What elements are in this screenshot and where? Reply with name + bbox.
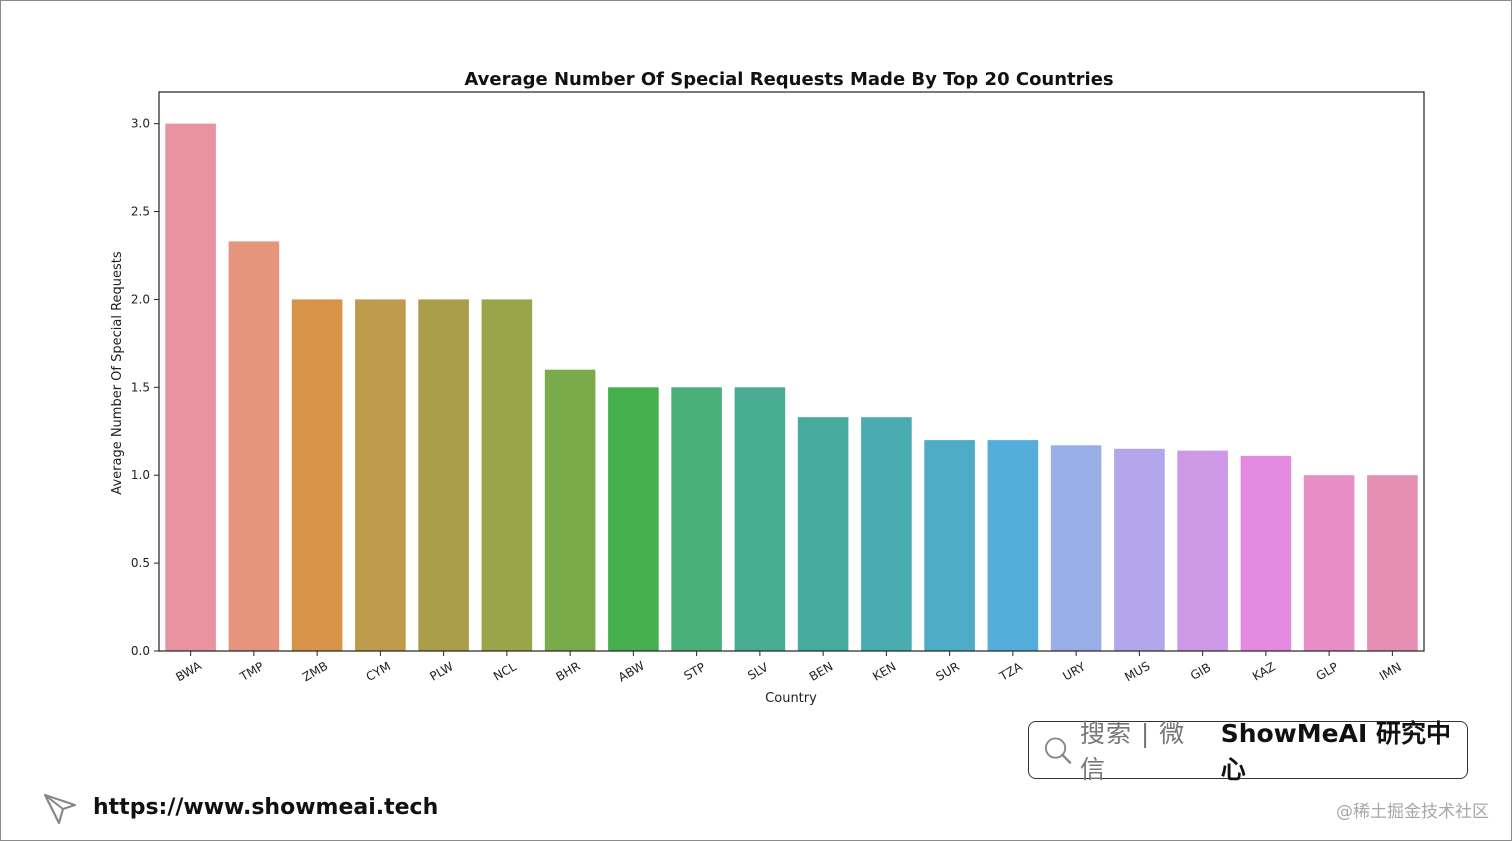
y-tick-label: 1.0 [131, 468, 150, 482]
x-tick-label: BEN [807, 659, 835, 684]
x-tick-label: KAZ [1250, 659, 1278, 683]
y-tick-label: 0.5 [131, 556, 150, 570]
x-tick-label: IMN [1377, 660, 1404, 684]
bar-mus [1114, 448, 1165, 651]
x-tick-label: TMP [237, 659, 266, 684]
x-tick-label: BHR [554, 659, 583, 684]
y-tick-label: 2.0 [131, 292, 150, 306]
bar-tmp [228, 241, 280, 651]
y-tick-label: 3.0 [131, 117, 150, 131]
bar-kaz [1240, 455, 1292, 651]
x-tick-label: URY [1060, 659, 1088, 683]
bar-sur [924, 440, 975, 651]
x-tick-label: PLW [427, 659, 455, 684]
plot-frame [158, 91, 1425, 652]
search-hint: 搜索 | 微信 [1079, 719, 1186, 784]
bar-plw [418, 299, 469, 651]
bar-ben [797, 417, 849, 651]
x-tick-label: MUS [1122, 659, 1152, 685]
bar-chart: Average Number Of Special Requests Made … [110, 69, 1425, 706]
bar-bwa [165, 123, 216, 652]
bar-slv [734, 387, 786, 651]
bar-abw [608, 387, 659, 651]
x-axis-label: Country [765, 691, 817, 706]
x-tick-label: KEN [870, 659, 898, 683]
bar-stp [671, 387, 722, 651]
bar-bhr [544, 369, 596, 651]
bar-ncl [481, 299, 533, 651]
bar-ken [861, 417, 912, 651]
brand-name: ShowMeAI 研究中心 [1220, 719, 1451, 784]
watermark: @稀土掘金技术社区 [1336, 802, 1489, 822]
x-tick-label: STP [682, 660, 708, 683]
y-axis-label: Average Number Of Special Requests [110, 251, 125, 495]
y-tick-label: 1.5 [131, 380, 150, 394]
cursor-arrow-icon [43, 793, 77, 825]
website-link[interactable]: https://www.showmeai.tech [41, 787, 438, 827]
y-tick-label: 2.5 [131, 205, 150, 219]
bar-glp [1303, 475, 1355, 651]
search-box[interactable]: 搜索 | 微信 ShowMeAI 研究中心 [1028, 719, 1468, 784]
y-tick-label: 0.0 [131, 644, 150, 658]
bar-gib [1177, 450, 1228, 651]
x-tick-label: BWA [173, 658, 204, 684]
chart-title: Average Number Of Special Requests Made … [464, 69, 1113, 90]
x-tick-label: GIB [1188, 660, 1213, 683]
bars-group [165, 123, 1418, 652]
x-tick-label: SUR [933, 659, 961, 683]
bar-tza [987, 440, 1039, 651]
bar-ury [1050, 445, 1102, 651]
y-axis: 0.0 0.5 1.0 1.5 2.0 2.5 3.0 [131, 117, 159, 658]
bar-imn [1367, 475, 1418, 651]
bar-cym [355, 299, 406, 651]
bar-zmb [291, 299, 343, 651]
x-tick-label: SLV [745, 660, 771, 683]
x-tick-label: ABW [616, 658, 647, 684]
search-icon [1044, 737, 1072, 764]
x-tick-label: TZA [996, 659, 1025, 684]
x-tick-label: ZMB [300, 659, 330, 685]
website-url[interactable]: https://www.showmeai.tech [93, 794, 439, 820]
x-tick-label: GLP [1314, 660, 1341, 684]
x-tick-label: CYM [364, 659, 393, 684]
x-tick-label: NCL [491, 659, 519, 683]
x-axis: BWA TMP ZMB CYM PLW NCL BHR ABW STP SLV BEN KEN SUR T… [173, 651, 1404, 685]
